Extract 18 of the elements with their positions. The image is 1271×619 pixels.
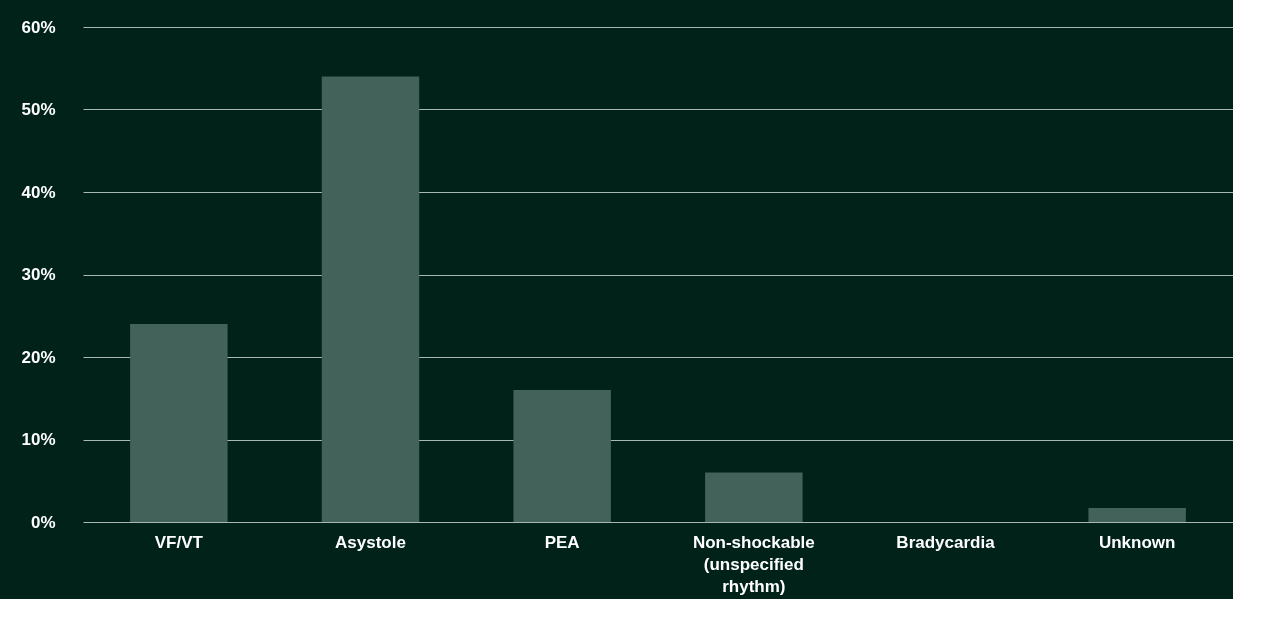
- x-tick-label: Asystole: [335, 532, 406, 552]
- bar: [513, 390, 611, 522]
- y-tick-label: 10%: [21, 430, 56, 449]
- y-tick-label: 0%: [30, 512, 56, 532]
- bar: [1088, 507, 1186, 522]
- bar: [130, 324, 228, 522]
- y-tick-label: 60%: [21, 17, 56, 37]
- x-tick-label: Unknown: [1098, 532, 1176, 552]
- y-tick-label: 40%: [21, 182, 56, 202]
- x-tick-label: Non-shockable (unspecified rhythm): [692, 532, 815, 596]
- bar: [321, 76, 420, 522]
- x-tick-label: VF/VT: [154, 532, 204, 552]
- x-tick-label: PEA: [544, 532, 580, 552]
- x-tick-label: Bradycardia: [896, 532, 996, 552]
- y-tick-label: 20%: [21, 347, 56, 367]
- y-tick-label: 30%: [21, 265, 56, 284]
- y-tick-label: 50%: [21, 100, 56, 119]
- bar: [705, 472, 803, 522]
